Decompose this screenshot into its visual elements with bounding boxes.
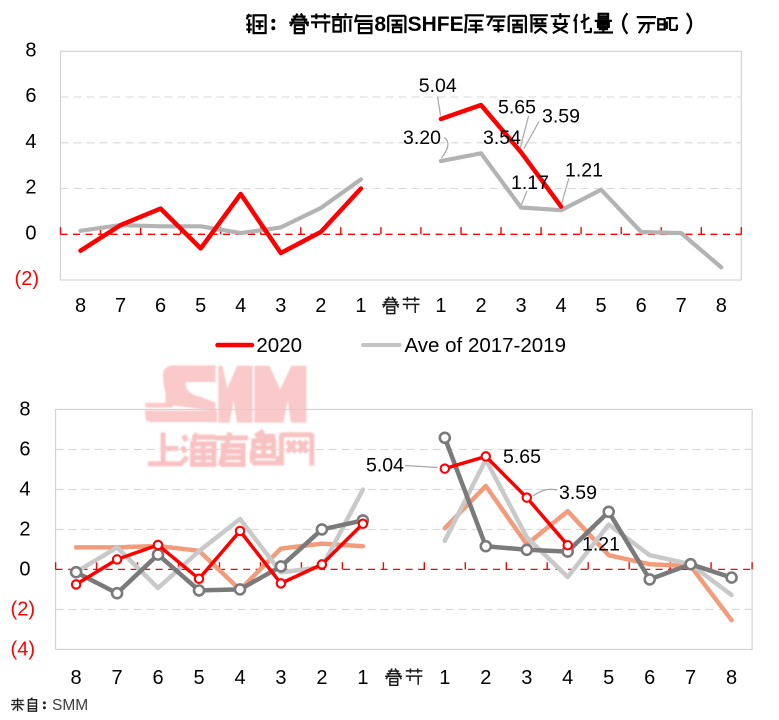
svg-text:8: 8 xyxy=(75,295,86,317)
svg-text:SHFE: SHFE xyxy=(408,13,464,36)
svg-text:5: 5 xyxy=(193,667,204,689)
svg-text:8: 8 xyxy=(19,399,30,421)
svg-text:5: 5 xyxy=(596,295,607,317)
svg-text:4: 4 xyxy=(19,479,30,501)
svg-text:2020: 2020 xyxy=(256,334,302,357)
svg-text:5.04: 5.04 xyxy=(366,454,404,476)
svg-text:3: 3 xyxy=(521,667,532,689)
svg-text:5: 5 xyxy=(195,295,206,317)
svg-text:1.21: 1.21 xyxy=(565,160,603,182)
svg-text:3.59: 3.59 xyxy=(559,482,597,504)
svg-text:7: 7 xyxy=(112,667,123,689)
svg-text:1: 1 xyxy=(357,667,368,689)
svg-text:1: 1 xyxy=(439,667,450,689)
svg-text:6: 6 xyxy=(152,667,163,689)
svg-text:5.65: 5.65 xyxy=(498,97,536,119)
svg-text:SMM: SMM xyxy=(52,697,88,714)
svg-text:8: 8 xyxy=(25,40,36,62)
svg-text:8: 8 xyxy=(71,667,82,689)
svg-text:5.65: 5.65 xyxy=(503,446,541,468)
svg-text:7: 7 xyxy=(676,295,687,317)
svg-text:6: 6 xyxy=(155,295,166,317)
svg-text:3.59: 3.59 xyxy=(542,106,580,128)
svg-text:2: 2 xyxy=(19,519,30,541)
svg-text:6: 6 xyxy=(644,667,655,689)
svg-text:8: 8 xyxy=(716,295,727,317)
svg-text:2: 2 xyxy=(480,667,491,689)
svg-text:2: 2 xyxy=(315,295,326,317)
svg-text:1.17: 1.17 xyxy=(511,172,549,194)
svg-text:3: 3 xyxy=(275,667,286,689)
svg-text:7: 7 xyxy=(115,295,126,317)
svg-text:3.54: 3.54 xyxy=(483,127,521,149)
svg-text:0: 0 xyxy=(19,559,30,581)
svg-text:Ave of 2017-2019: Ave of 2017-2019 xyxy=(405,334,566,357)
svg-text:3.20: 3.20 xyxy=(403,127,441,149)
svg-text:3: 3 xyxy=(275,295,286,317)
svg-text:4: 4 xyxy=(235,295,246,317)
svg-text:(2): (2) xyxy=(15,268,39,290)
svg-text:5: 5 xyxy=(603,667,614,689)
svg-text:4: 4 xyxy=(562,667,573,689)
svg-text:2: 2 xyxy=(316,667,327,689)
svg-text:7: 7 xyxy=(685,667,696,689)
svg-text:1: 1 xyxy=(355,295,366,317)
svg-text:1.21: 1.21 xyxy=(582,533,620,555)
svg-text:1: 1 xyxy=(435,295,446,317)
svg-text:8: 8 xyxy=(726,667,737,689)
svg-text:(2): (2) xyxy=(11,599,35,621)
svg-text:3: 3 xyxy=(515,295,526,317)
svg-text:(4): (4) xyxy=(11,639,35,661)
svg-text:6: 6 xyxy=(25,85,36,107)
svg-text:4: 4 xyxy=(234,667,245,689)
svg-text:4: 4 xyxy=(25,131,36,153)
svg-text:8: 8 xyxy=(374,13,386,36)
svg-text:5.04: 5.04 xyxy=(419,75,457,97)
svg-text:6: 6 xyxy=(636,295,647,317)
svg-text:4: 4 xyxy=(556,295,567,317)
svg-text:0: 0 xyxy=(25,223,36,245)
svg-text:2: 2 xyxy=(25,177,36,199)
svg-text:6: 6 xyxy=(19,439,30,461)
svg-text:2: 2 xyxy=(475,295,486,317)
